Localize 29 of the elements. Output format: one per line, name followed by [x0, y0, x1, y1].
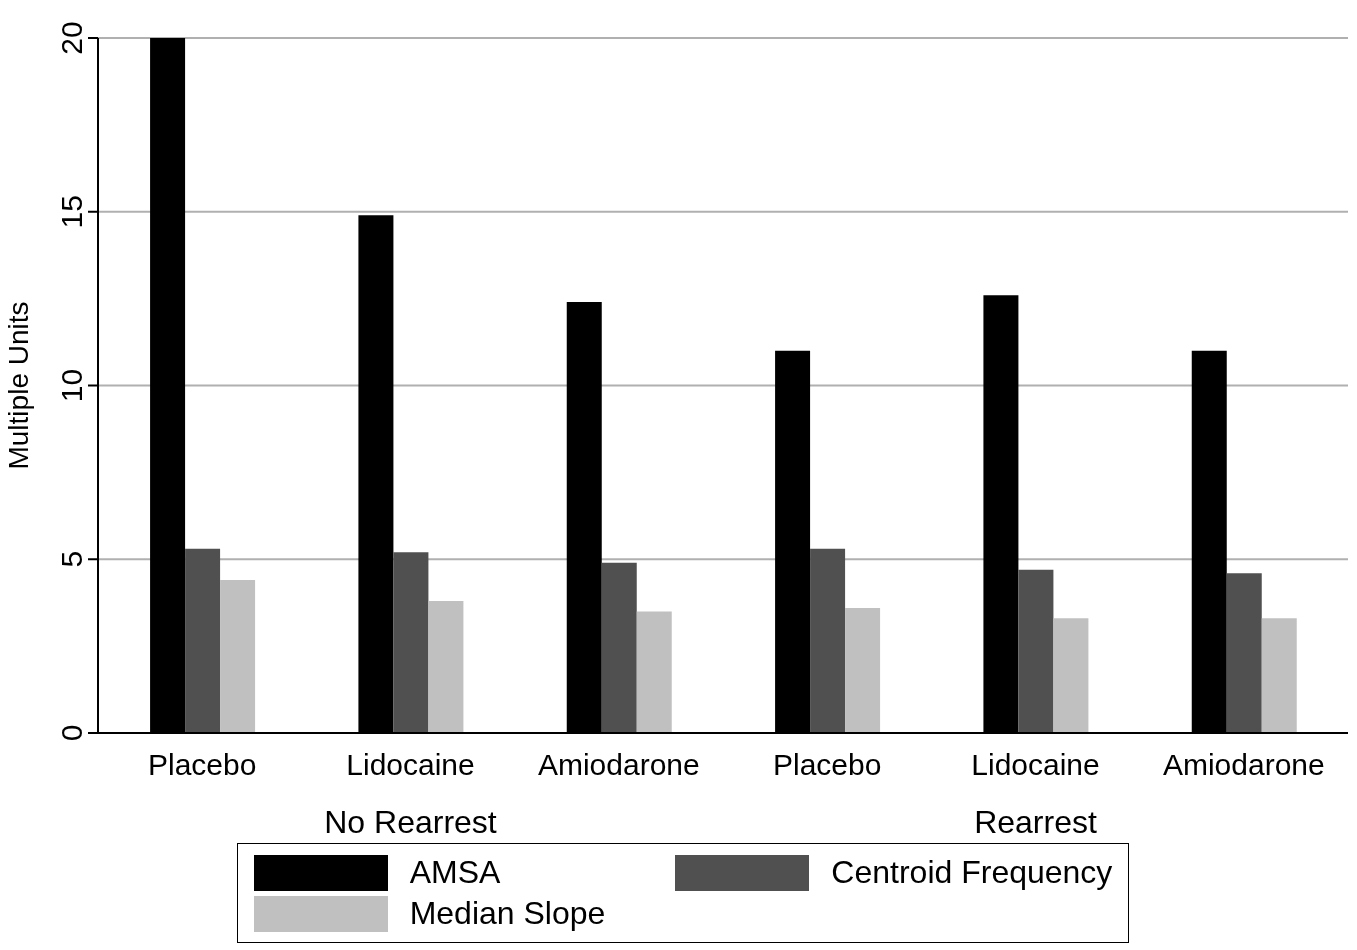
y-tick-label: 15: [55, 195, 88, 229]
bar: [393, 552, 429, 733]
bar: [810, 548, 846, 733]
text: No Rearrest: [324, 804, 497, 840]
legend-label: Centroid Frequency: [831, 854, 1113, 891]
x-tick-label: Placebo: [772, 748, 882, 781]
bar: [220, 580, 256, 733]
legend-label: Median Slope: [409, 895, 606, 932]
bar: [428, 600, 464, 733]
text: Rearrest: [974, 804, 1097, 840]
bar: [185, 548, 221, 733]
bar: [1053, 618, 1089, 733]
legend-label: AMSA: [409, 854, 501, 891]
bar: [1226, 573, 1262, 733]
x-tick-label: Lidocaine: [971, 748, 1100, 781]
y-tick-label: 20: [55, 21, 88, 55]
bar: [601, 562, 637, 733]
y-tick-label: 0: [55, 724, 88, 742]
y-tick-label: 5: [55, 550, 88, 568]
x-tick-label: Amiodarone: [537, 748, 700, 781]
bar: [636, 611, 672, 733]
bar: [845, 607, 881, 733]
y-axis-title: Multiple Units: [2, 301, 34, 470]
x-tick-label: Amiodarone: [1162, 748, 1325, 781]
x-tick-label: Lidocaine: [346, 748, 475, 781]
x-tick-label: Placebo: [147, 748, 257, 781]
bar: [1261, 618, 1297, 733]
y-tick-label: 10: [55, 368, 88, 403]
bar: [1018, 569, 1054, 733]
